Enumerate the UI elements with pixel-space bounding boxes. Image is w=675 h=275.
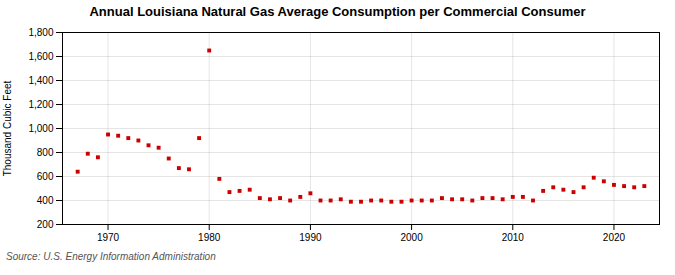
svg-text:400: 400 <box>37 195 54 206</box>
svg-text:1,400: 1,400 <box>28 75 53 86</box>
html-text:Annual Louisiana Natural Gas A: Annual Louisiana Natural Gas Average Con… <box>89 4 586 19</box>
svg-text:600: 600 <box>37 171 54 182</box>
svg-text:1,000: 1,000 <box>28 123 53 134</box>
svg-text:1,200: 1,200 <box>28 99 53 110</box>
svg-text:800: 800 <box>37 147 54 158</box>
svg-text:1,800: 1,800 <box>28 27 53 38</box>
html-text:Source: U.S. Energy Informatio: Source: U.S. Energy Information Administ… <box>6 251 216 262</box>
svg-text:2020: 2020 <box>603 232 626 243</box>
svg-text:2000: 2000 <box>400 232 423 243</box>
svg-text:1980: 1980 <box>198 232 221 243</box>
svg-text:200: 200 <box>37 219 54 230</box>
svg-text:2010: 2010 <box>502 232 525 243</box>
svg-text:1990: 1990 <box>299 232 322 243</box>
svg-text:Thousand Cubic Feet: Thousand Cubic Feet <box>2 80 13 176</box>
svg-text:1970: 1970 <box>97 232 120 243</box>
svg-text:1,600: 1,600 <box>28 51 53 62</box>
